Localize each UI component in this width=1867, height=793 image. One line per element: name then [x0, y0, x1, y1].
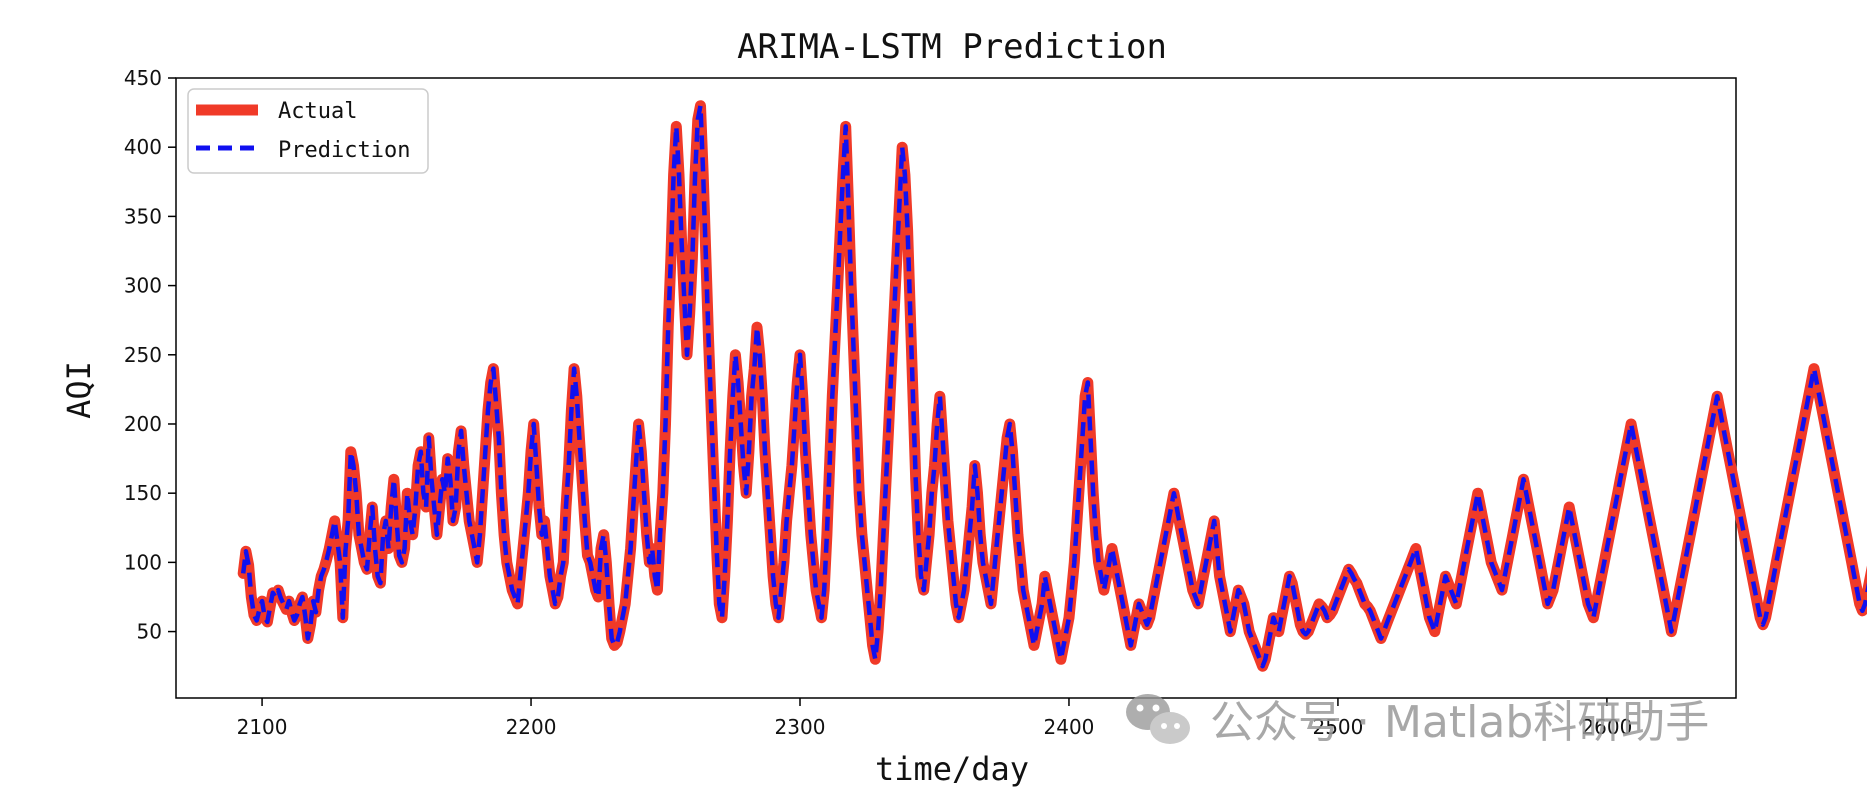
- y-tick-label: 250: [124, 343, 162, 367]
- y-tick-label: 200: [124, 412, 162, 436]
- x-tick-label: 2600: [1581, 715, 1632, 739]
- wechat-icon: [1126, 694, 1190, 744]
- x-tick-label: 2100: [237, 715, 288, 739]
- x-tick-label: 2500: [1312, 715, 1363, 739]
- y-tick-label: 150: [124, 481, 162, 505]
- y-tick-label: 300: [124, 274, 162, 298]
- y-axis: 50 100 150 200 250 300 350 400 450: [124, 66, 176, 644]
- legend: Actual Prediction: [187, 88, 429, 174]
- watermark-text: 公众号 · Matlab科研助手: [1210, 697, 1709, 748]
- y-tick-label: 50: [137, 620, 162, 644]
- x-tick-label: 2200: [506, 715, 557, 739]
- plot-area-frame: [175, 77, 1737, 699]
- chart-title: ARIMA-LSTM Prediction: [737, 27, 1167, 67]
- y-tick-label: 400: [124, 135, 162, 159]
- legend-label-prediction: Prediction: [278, 138, 410, 163]
- x-tick-label: 2300: [775, 715, 826, 739]
- watermark: 公众号 · Matlab科研助手: [1126, 694, 1709, 748]
- y-tick-label: 350: [124, 204, 162, 228]
- y-axis-label: AQI: [60, 361, 98, 419]
- legend-label-actual: Actual: [278, 99, 357, 124]
- x-axis-label: time/day: [875, 750, 1029, 788]
- y-tick-label: 100: [124, 550, 162, 574]
- y-tick-label: 450: [124, 66, 162, 90]
- x-tick-label: 2400: [1044, 715, 1095, 739]
- x-axis: 2100 2200 2300 2400 2500 2600: [237, 698, 1632, 739]
- series-actual-line: [237, 100, 1867, 672]
- series-layer: [237, 100, 1867, 672]
